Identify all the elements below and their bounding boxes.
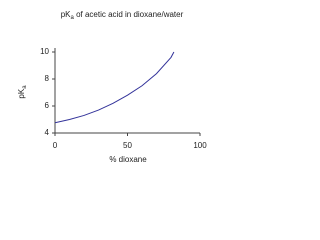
title-subscript: a xyxy=(71,15,75,21)
chart-title: pKa of acetic acid in dioxane/water xyxy=(61,10,184,20)
x-tick-label: 50 xyxy=(123,141,132,150)
ylabel-part: pK xyxy=(17,88,26,98)
y-tick-label: 10 xyxy=(40,47,49,56)
data-line xyxy=(54,51,175,124)
y-axis-label: pKa xyxy=(17,85,27,99)
x-tick-label: 100 xyxy=(193,141,207,150)
x-axis-label: % dioxane xyxy=(109,155,147,164)
x-tick-label: 0 xyxy=(53,141,58,150)
chart: pKa of acetic acid in dioxane/water pKa … xyxy=(17,10,207,164)
y-tick-label: 6 xyxy=(45,101,50,110)
title-part: of acetic acid in dioxane/water xyxy=(74,10,184,19)
y-tick-label: 4 xyxy=(45,128,50,137)
ylabel-subscript: a xyxy=(22,85,28,89)
y-tick-label: 8 xyxy=(45,74,50,83)
title-part: pK xyxy=(61,10,71,19)
